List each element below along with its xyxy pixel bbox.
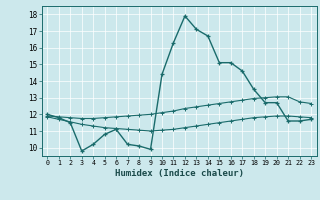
X-axis label: Humidex (Indice chaleur): Humidex (Indice chaleur): [115, 169, 244, 178]
